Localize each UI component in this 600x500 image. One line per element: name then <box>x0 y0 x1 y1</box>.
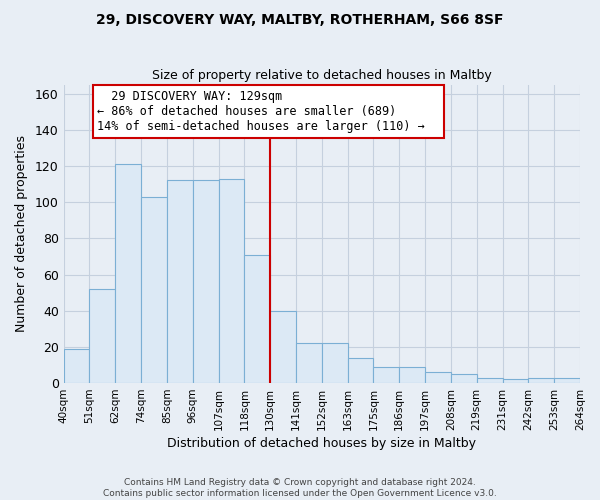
Bar <box>373 367 399 383</box>
Bar <box>322 344 347 383</box>
Bar <box>503 380 529 383</box>
Bar <box>270 310 296 383</box>
Bar <box>193 180 218 383</box>
Bar <box>64 348 89 383</box>
Text: Contains HM Land Registry data © Crown copyright and database right 2024.
Contai: Contains HM Land Registry data © Crown c… <box>103 478 497 498</box>
Bar <box>296 344 322 383</box>
Bar <box>141 196 167 383</box>
Bar <box>425 372 451 383</box>
Bar <box>167 180 193 383</box>
Text: 29, DISCOVERY WAY, MALTBY, ROTHERHAM, S66 8SF: 29, DISCOVERY WAY, MALTBY, ROTHERHAM, S6… <box>96 12 504 26</box>
Bar <box>477 378 503 383</box>
Bar <box>244 254 270 383</box>
Title: Size of property relative to detached houses in Maltby: Size of property relative to detached ho… <box>152 69 492 82</box>
Bar <box>451 374 477 383</box>
Bar <box>399 367 425 383</box>
Bar <box>347 358 373 383</box>
Text: 29 DISCOVERY WAY: 129sqm
← 86% of detached houses are smaller (689)
14% of semi-: 29 DISCOVERY WAY: 129sqm ← 86% of detach… <box>97 90 439 133</box>
Bar <box>218 178 244 383</box>
Bar <box>89 289 115 383</box>
X-axis label: Distribution of detached houses by size in Maltby: Distribution of detached houses by size … <box>167 437 476 450</box>
Bar <box>115 164 141 383</box>
Y-axis label: Number of detached properties: Number of detached properties <box>15 136 28 332</box>
Bar <box>529 378 554 383</box>
Bar <box>554 378 580 383</box>
